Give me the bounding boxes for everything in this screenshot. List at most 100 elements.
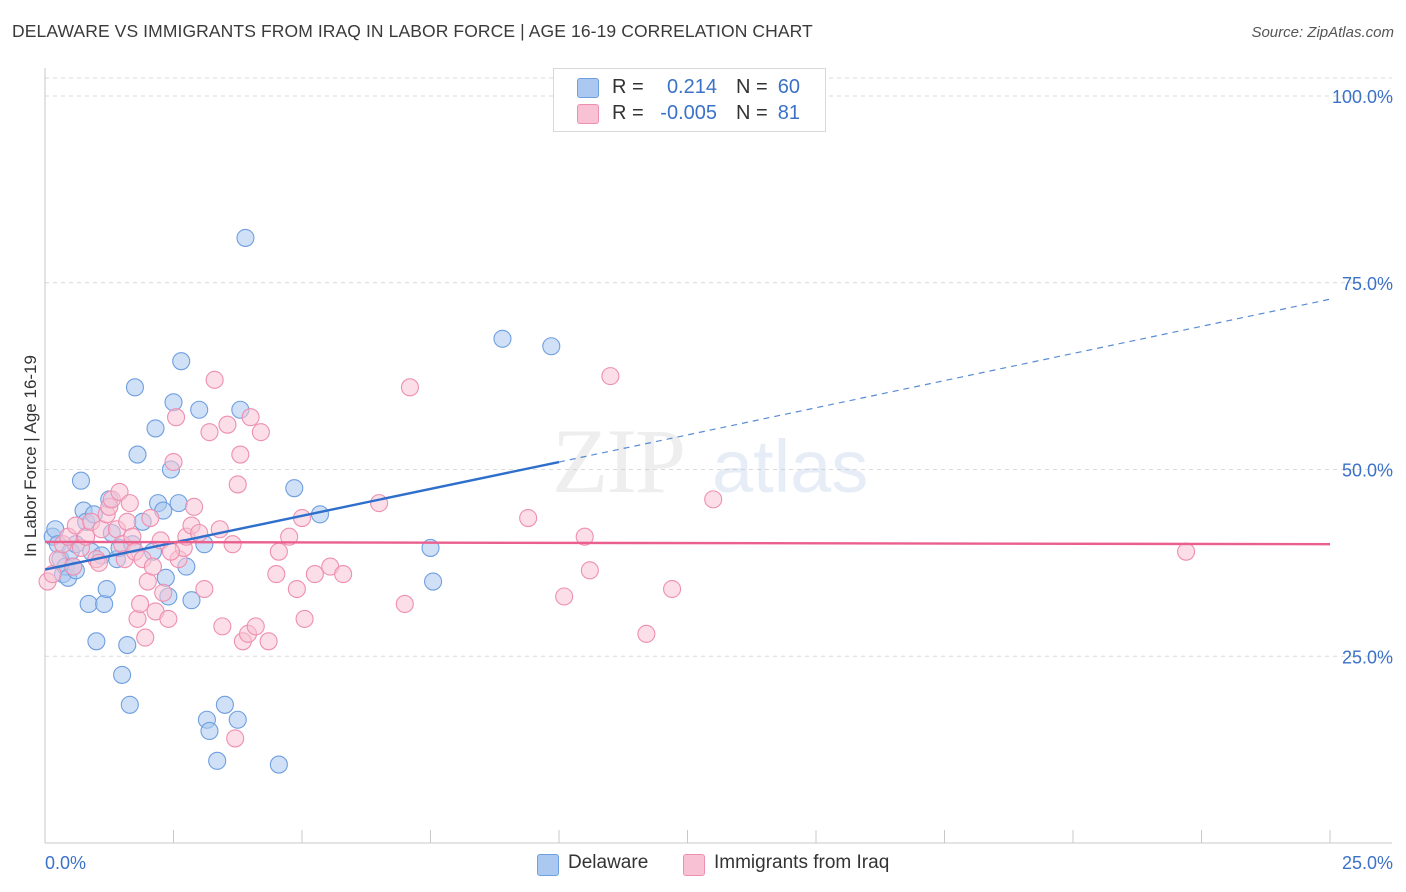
point-iraq (228, 475, 247, 494)
point-iraq (305, 565, 324, 584)
point-iraq (164, 452, 183, 472)
point-iraq (519, 509, 538, 528)
point-delaware (542, 337, 561, 356)
point-iraq (131, 594, 150, 614)
point-delaware (146, 419, 165, 438)
legend-n-label: N = (736, 102, 768, 124)
point-iraq (195, 579, 214, 599)
point-iraq (159, 609, 178, 628)
legend-n-value: 81 (777, 102, 800, 124)
point-iraq (231, 445, 250, 464)
y-tick-label: 100.0% (1332, 87, 1393, 107)
y-tick-labels: 25.0% 50.0% 75.0% 100.0% (1332, 87, 1393, 667)
legend-row-delaware: R = 0.214 N = 60 (554, 75, 825, 101)
point-iraq (287, 579, 306, 599)
point-iraq (334, 565, 353, 584)
point-delaware (215, 695, 234, 714)
point-iraq (185, 497, 204, 516)
y-tick-label: 25.0% (1342, 647, 1393, 667)
point-delaware (493, 329, 512, 348)
point-delaware (120, 695, 139, 714)
y-tick-label: 75.0% (1342, 274, 1393, 294)
legend-r-label: R = (612, 76, 644, 98)
legend-n-value: 60 (777, 76, 800, 98)
stats-legend: R = 0.214 N = 60 R = -0.005 N = 81 (553, 68, 826, 132)
legend-r-value: 0.214 (666, 76, 717, 98)
trend-line-iraq (44, 540, 1331, 546)
bottom-legend-label-delaware: Delaware (568, 852, 649, 873)
axes (44, 68, 1392, 844)
point-delaware (71, 471, 91, 490)
point-delaware (164, 393, 183, 412)
point-iraq (136, 628, 155, 647)
bottom-legend-swatch-iraq (683, 854, 705, 876)
point-iraq (218, 415, 237, 434)
point-iraq (161, 542, 180, 561)
point-iraq (555, 587, 574, 606)
point-iraq (246, 617, 265, 636)
x-tick-labels: 0.0% 25.0% (45, 853, 1393, 873)
point-iraq (223, 535, 242, 554)
source-credit: Source: ZipAtlas.com (1251, 24, 1394, 41)
point-iraq (205, 370, 224, 389)
point-iraq (637, 624, 656, 643)
point-iraq (663, 579, 682, 599)
point-delaware (118, 635, 137, 655)
legend-n-label: N = (736, 76, 768, 98)
bottom-legend-swatch-delaware (537, 854, 559, 876)
point-delaware (79, 594, 98, 614)
point-delaware (285, 479, 304, 498)
point-delaware (125, 378, 144, 397)
point-delaware (169, 494, 188, 513)
point-iraq (1177, 542, 1196, 561)
point-iraq (601, 367, 620, 386)
watermark-atlas: atlas (712, 425, 868, 508)
point-iraq (267, 565, 286, 584)
chart-title: DELAWARE VS IMMIGRANTS FROM IRAQ IN LABO… (12, 21, 813, 41)
x-tick-label: 25.0% (1342, 853, 1393, 873)
point-iraq (251, 423, 270, 442)
point-iraq (395, 594, 414, 614)
point-delaware (182, 591, 201, 610)
point-delaware (424, 572, 443, 591)
watermark-zip: ZIP (552, 410, 684, 512)
point-iraq (704, 490, 723, 509)
watermark: ZIP atlas (552, 410, 868, 512)
point-iraq (241, 408, 260, 427)
point-iraq (64, 557, 83, 576)
point-delaware (128, 445, 147, 464)
point-iraq (295, 609, 314, 628)
bottom-legend-label-iraq: Immigrants from Iraq (714, 852, 890, 873)
point-iraq (141, 509, 160, 528)
point-delaware (200, 721, 219, 741)
point-iraq (143, 557, 162, 576)
point-iraq (269, 542, 288, 561)
point-iraq (120, 494, 139, 513)
legend-r-value: -0.005 (660, 102, 717, 124)
point-iraq (259, 632, 278, 651)
point-delaware (228, 710, 247, 729)
point-delaware (113, 665, 132, 684)
point-iraq (110, 482, 129, 501)
point-iraq (167, 408, 186, 427)
legend-r-label: R = (612, 102, 644, 124)
point-iraq (213, 617, 232, 636)
legend-row-iraq: R = -0.005 N = 81 (554, 101, 825, 127)
point-iraq (575, 527, 594, 546)
trend-line-delaware-extension (558, 298, 1331, 463)
y-tick-label: 50.0% (1342, 461, 1393, 481)
point-delaware (208, 751, 227, 770)
grid-lines (45, 77, 1392, 657)
point-delaware (236, 228, 255, 247)
legend-swatch-iraq (577, 104, 599, 124)
point-delaware (172, 352, 191, 371)
point-iraq (400, 378, 419, 397)
point-iraq (128, 609, 147, 628)
point-iraq (226, 729, 245, 748)
point-iraq (154, 583, 173, 602)
point-delaware (95, 594, 114, 614)
point-iraq (200, 423, 219, 442)
y-axis-label: In Labor Force | Age 16-19 (21, 355, 40, 557)
trend-lines (44, 298, 1331, 571)
